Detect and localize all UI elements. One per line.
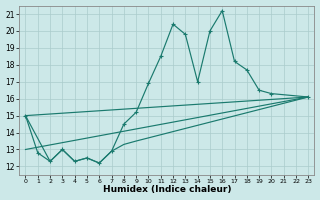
X-axis label: Humidex (Indice chaleur): Humidex (Indice chaleur) <box>103 185 231 194</box>
